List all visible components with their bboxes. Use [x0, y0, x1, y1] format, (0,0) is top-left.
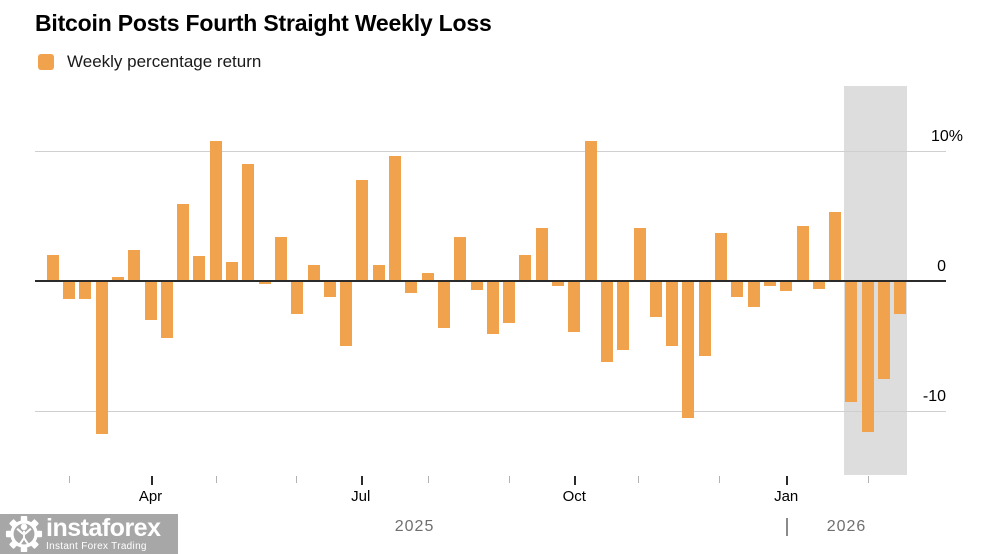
bar-week-35	[600, 281, 613, 362]
bar-week-50	[845, 281, 858, 402]
bar-week-3	[79, 281, 92, 300]
gridline--10	[35, 411, 946, 412]
bar-week-23	[405, 281, 418, 293]
chart-title: Bitcoin Posts Fourth Straight Weekly Los…	[35, 10, 492, 36]
zero-axis-line	[35, 280, 946, 282]
y-axis-label-0: 0	[937, 258, 946, 275]
x-tick-feb	[867, 476, 869, 483]
bar-week-11	[209, 140, 222, 281]
bar-week-8	[160, 281, 173, 339]
legend-label: Weekly percentage return	[67, 52, 262, 71]
watermark-tagline-text: Instant Forex Trading	[46, 541, 147, 552]
bar-week-18	[323, 281, 336, 297]
bar-week-7	[144, 281, 157, 320]
bar-week-5	[111, 277, 124, 281]
bar-week-9	[177, 204, 190, 281]
bar-week-24	[421, 273, 434, 281]
x-tick-oct	[574, 476, 577, 485]
y-axis-label-10: 10%	[930, 128, 963, 145]
bar-week-46	[780, 281, 793, 292]
bar-week-42	[715, 232, 727, 281]
bar-week-29	[503, 281, 516, 323]
bar-week-38	[649, 281, 662, 318]
x-axis-label-oct: Oct	[562, 488, 586, 505]
bar-week-45	[763, 281, 776, 287]
bar-week-51	[861, 281, 874, 432]
bar-week-2	[63, 281, 75, 300]
legend: Weekly percentage return	[38, 52, 261, 72]
bar-week-16	[291, 281, 304, 314]
bar-week-41	[698, 281, 711, 357]
instaforex-watermark: instaforex Instant Forex Trading	[0, 514, 178, 554]
bar-week-48	[812, 281, 825, 289]
bar-week-34	[584, 140, 597, 281]
bar-week-33	[568, 281, 581, 332]
bar-week-22	[389, 156, 401, 281]
bar-week-37	[633, 227, 646, 281]
x-tick-nov	[637, 476, 639, 483]
year-label-2026: 2026	[826, 518, 867, 535]
bar-week-15	[274, 236, 287, 281]
x-tick-apr	[150, 476, 153, 485]
instaforex-gear-icon	[5, 515, 43, 553]
x-tick-jun	[295, 476, 297, 483]
bar-week-39	[666, 281, 679, 346]
year-label-2025: 2025	[394, 518, 435, 535]
x-tick-aug	[427, 476, 429, 483]
bar-week-36	[617, 281, 630, 350]
watermark-brand-text: instaforex	[46, 514, 161, 542]
x-tick-jan	[786, 476, 789, 485]
x-tick-dec	[719, 476, 721, 483]
x-tick-sep	[509, 476, 511, 483]
x-tick-mar	[69, 476, 70, 483]
bar-week-43	[731, 281, 744, 297]
bar-week-25	[437, 281, 450, 328]
bar-week-53	[894, 281, 907, 314]
bar-week-52	[878, 281, 890, 379]
bar-week-4	[95, 281, 108, 435]
x-tick-may	[215, 476, 217, 483]
bar-week-19	[340, 281, 353, 346]
bar-week-1	[46, 255, 59, 281]
y-axis-label--10: -10	[922, 388, 946, 405]
bar-week-10	[193, 256, 206, 281]
bar-week-27	[470, 281, 483, 291]
bar-week-31	[535, 227, 548, 281]
gridline-10	[35, 151, 946, 152]
bar-week-12	[226, 261, 238, 281]
bar-week-21	[372, 265, 385, 281]
bar-week-32	[552, 281, 564, 287]
bar-week-6	[128, 249, 141, 281]
legend-swatch-icon	[38, 54, 54, 70]
bar-week-28	[486, 281, 499, 335]
x-tick-jul	[360, 476, 363, 485]
bar-week-49	[829, 212, 842, 281]
bar-week-26	[454, 236, 467, 281]
x-axis-label-apr: Apr	[138, 488, 163, 505]
bar-week-20	[356, 179, 369, 281]
x-axis-label-jul: Jul	[351, 488, 371, 505]
bar-week-47	[796, 226, 809, 281]
bar-week-30	[519, 255, 532, 281]
bar-week-13	[242, 164, 255, 281]
bar-week-17	[307, 265, 320, 281]
bar-week-14	[258, 281, 271, 284]
year-divider	[786, 518, 789, 536]
bar-week-44	[747, 281, 760, 307]
x-axis-label-jan: Jan	[774, 488, 799, 505]
bar-week-40	[682, 281, 695, 418]
